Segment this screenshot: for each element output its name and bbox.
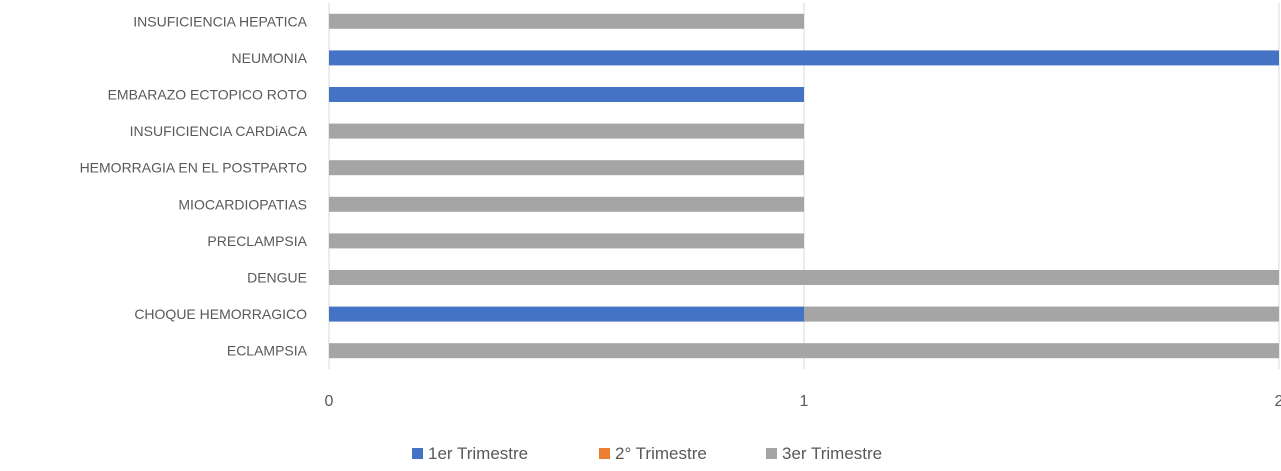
bar-1er-trimestre — [329, 50, 1279, 66]
bar-3er-trimestre — [804, 306, 1279, 322]
legend-label: 2° Trimestre — [615, 444, 707, 463]
legend-swatch — [766, 448, 777, 459]
legend-label: 3er Trimestre — [782, 444, 882, 463]
bar-3er-trimestre — [329, 233, 804, 249]
x-tick-label: 2 — [1275, 393, 1281, 410]
bar-1er-trimestre — [329, 306, 804, 322]
legend: 1er Trimestre 2° Trimestre 3er Trimestre — [412, 444, 882, 463]
category-label: INSUFICIENCIA HEPATICA — [133, 13, 307, 29]
bar-3er-trimestre — [329, 160, 804, 176]
category-label: DENGUE — [247, 270, 307, 286]
bar-3er-trimestre — [329, 13, 804, 29]
bar-1er-trimestre — [329, 87, 804, 102]
bar-3er-trimestre — [329, 343, 1279, 359]
category-label: EMBARAZO ECTOPICO ROTO — [108, 87, 308, 103]
legend-swatch — [412, 448, 423, 459]
bar-3er-trimestre — [329, 196, 804, 212]
bar-3er-trimestre — [329, 270, 1279, 285]
bar-3er-trimestre — [329, 123, 804, 139]
category-label: PRECLAMPSIA — [207, 233, 307, 249]
category-label: MIOCARDIOPATIAS — [178, 196, 307, 212]
category-label: HEMORRAGIA EN EL POSTPARTO — [80, 160, 308, 176]
legend-swatch — [599, 448, 610, 459]
x-tick-label: 1 — [800, 393, 809, 410]
bars — [329, 13, 1279, 359]
category-label: INSUFICIENCIA CARDiACA — [130, 123, 308, 139]
category-label: ECLAMPSIA — [227, 343, 308, 359]
category-axis-labels: ECLAMPSIA CHOQUE HEMORRAGICO DENGUE PRECLAM… — [80, 13, 308, 358]
legend-label: 1er Trimestre — [428, 444, 528, 463]
x-tick-label: 0 — [325, 393, 334, 410]
value-axis-labels: 0 1 2 — [325, 393, 1281, 410]
category-label: NEUMONIA — [232, 50, 308, 66]
category-label: CHOQUE HEMORRAGICO — [134, 306, 307, 322]
